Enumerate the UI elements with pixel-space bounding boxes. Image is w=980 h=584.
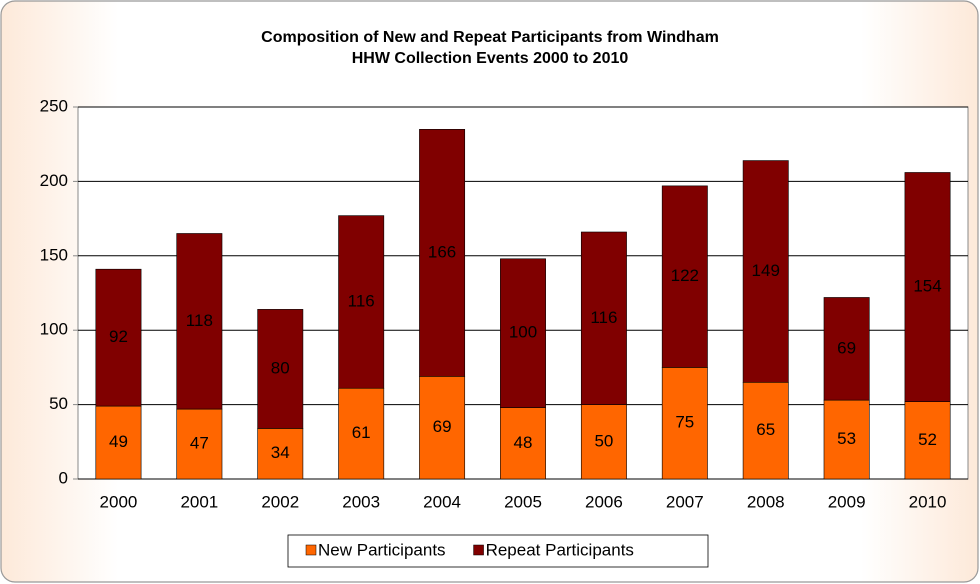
data-label: 92 <box>109 327 128 346</box>
bar-segment <box>419 129 466 377</box>
y-tick-label: 100 <box>40 320 68 339</box>
y-tick-label: 200 <box>40 171 68 190</box>
x-tick-label: 2001 <box>180 492 218 511</box>
data-label: 80 <box>271 358 290 377</box>
x-tick-label: 2010 <box>909 492 947 511</box>
bar-segment <box>823 399 870 480</box>
y-tick-label: 50 <box>49 394 68 413</box>
data-label: 47 <box>190 434 209 453</box>
x-tick-label: 2003 <box>342 492 380 511</box>
x-tick-label: 2004 <box>423 492 461 511</box>
bar-segment <box>500 407 546 480</box>
y-tick-label: 0 <box>59 468 68 487</box>
data-label: 69 <box>433 417 452 436</box>
bar-segment <box>95 405 142 480</box>
bar-segment <box>742 160 789 383</box>
data-label: 116 <box>590 308 617 327</box>
bar-segment <box>580 404 627 480</box>
x-tick-label: 2009 <box>828 492 866 511</box>
data-label: 116 <box>348 291 375 310</box>
data-label: 100 <box>509 323 537 342</box>
x-tick-label: 2000 <box>100 492 138 511</box>
x-tick-label: 2005 <box>504 492 542 511</box>
bar-segment <box>904 401 951 480</box>
legend-label: New Participants <box>318 540 446 559</box>
bar-segment <box>580 231 627 405</box>
bar-segment <box>257 309 304 429</box>
y-tick-label: 150 <box>40 245 68 264</box>
data-label: 166 <box>428 242 456 261</box>
legend-label: Repeat Participants <box>486 540 634 559</box>
bar-segment <box>338 387 385 480</box>
data-label: 52 <box>918 430 937 449</box>
data-label: 53 <box>837 429 856 448</box>
bar-segment <box>500 258 546 408</box>
x-tick-label: 2007 <box>666 492 704 511</box>
chart-title: Composition of New and Repeat Participan… <box>261 29 719 46</box>
data-label: 48 <box>514 433 533 452</box>
bar-segment <box>176 233 223 410</box>
data-label: 118 <box>186 311 213 330</box>
x-tick-label: 2006 <box>585 492 623 511</box>
bar-segment <box>904 172 951 402</box>
data-label: 75 <box>675 413 694 432</box>
y-tick-label: 250 <box>40 96 68 115</box>
bar-segment <box>95 268 142 407</box>
legend-swatch <box>305 544 317 556</box>
data-label: 50 <box>594 431 613 450</box>
x-tick-label: 2008 <box>747 492 785 511</box>
data-label: 65 <box>756 420 775 439</box>
data-label: 61 <box>352 423 371 442</box>
bar-segment <box>661 185 708 368</box>
data-label: 34 <box>271 443 290 462</box>
bar-segment <box>176 408 223 480</box>
data-label: 69 <box>837 338 856 357</box>
data-label: 49 <box>109 432 128 451</box>
legend-swatch <box>473 544 484 556</box>
data-label: 149 <box>752 261 780 280</box>
bar-segment <box>257 428 304 480</box>
bar-segment <box>338 215 385 389</box>
bar-segment <box>742 381 789 480</box>
data-label: 154 <box>913 277 941 296</box>
legend-box <box>287 534 709 568</box>
chart-title: HHW Collection Events 2000 to 2010 <box>352 50 629 67</box>
x-tick-label: 2002 <box>261 492 299 511</box>
data-label: 122 <box>671 266 699 285</box>
bar-segment <box>419 376 466 480</box>
bar-segment <box>661 367 708 480</box>
bar-segment <box>823 297 870 401</box>
